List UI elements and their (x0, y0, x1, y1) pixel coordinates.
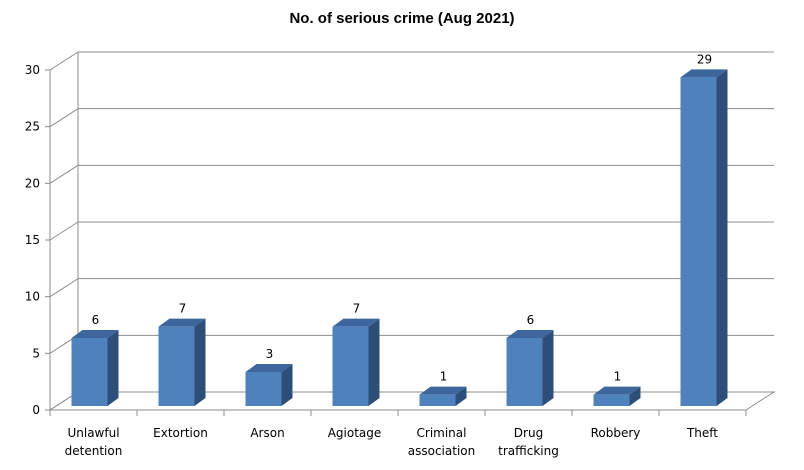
category-label-line: Criminal (417, 426, 467, 440)
y-tick-label: 5 (32, 346, 40, 360)
bar (245, 372, 282, 406)
bar-side (716, 69, 728, 406)
bar-side (542, 330, 554, 406)
y-tick-label: 15 (25, 233, 40, 247)
bar-top (71, 330, 119, 338)
gridline-side (49, 221, 79, 241)
data-label: 29 (697, 52, 712, 66)
bar-top (332, 318, 380, 327)
data-label: 1 (440, 370, 448, 384)
category-label: Drug trafficking (498, 426, 559, 458)
y-tick-label: 20 (25, 176, 40, 190)
category-label-line: Drug (514, 426, 543, 440)
gridline-side (49, 108, 79, 128)
category-label-line: trafficking (498, 444, 559, 458)
category-label: Criminal association (408, 426, 475, 458)
category-label-line: Robbery (591, 426, 641, 440)
category-label: Agiotage (328, 426, 382, 440)
bar (680, 77, 717, 406)
category-label-line: Arson (250, 426, 284, 440)
bar-side (629, 386, 641, 406)
bar-side (107, 330, 119, 406)
category-label: Extortion (153, 426, 208, 440)
bar (332, 326, 369, 406)
y-tick-label: 0 (32, 403, 40, 417)
bar-top (506, 330, 554, 338)
bar-side (368, 318, 380, 406)
bar-side (194, 318, 206, 406)
bar-top (245, 364, 293, 372)
bar (158, 326, 195, 406)
bar (71, 338, 108, 406)
category-label-line: Extortion (153, 426, 208, 440)
category-label-line: association (408, 444, 475, 458)
data-label: 6 (92, 313, 100, 327)
chart-title: No. of serious crime (Aug 2021) (289, 10, 515, 27)
category-label-line: Unlawful (67, 426, 119, 440)
data-label: 6 (527, 313, 535, 327)
bar (506, 338, 543, 406)
category-label-line: detention (65, 444, 123, 458)
category-label: Unlawful detention (65, 426, 123, 458)
category-label: Arson (250, 426, 284, 440)
bar-top (419, 386, 467, 395)
bar-top (593, 386, 641, 395)
data-label: 7 (353, 302, 361, 316)
data-label: 1 (614, 370, 622, 384)
y-tick-label: 30 (25, 63, 40, 77)
bar (419, 394, 456, 406)
category-label: Robbery (591, 426, 641, 440)
gridline-side (49, 51, 79, 71)
data-label: 3 (266, 347, 274, 361)
bar-side (281, 364, 293, 406)
bar-top (680, 69, 728, 78)
bar-side (455, 386, 467, 406)
category-label: Theft (686, 426, 718, 440)
data-label: 7 (179, 302, 187, 316)
bar (593, 394, 630, 406)
gridline-side (49, 164, 79, 184)
y-tick-label: 10 (25, 290, 40, 304)
y-tick-label: 25 (25, 120, 40, 134)
category-label-line: Theft (686, 426, 718, 440)
gridline-side (49, 278, 79, 298)
bar-top (158, 318, 206, 327)
category-label-line: Agiotage (328, 426, 382, 440)
